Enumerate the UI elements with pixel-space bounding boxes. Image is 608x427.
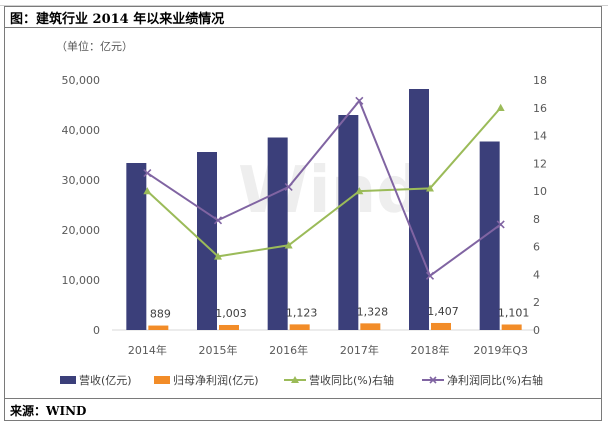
revenue-growth-point	[496, 103, 505, 111]
bar-profit-data-label: 1,407	[427, 305, 459, 318]
y-right-tick-label: 4	[533, 268, 540, 281]
y-left-tick-label: 0	[93, 324, 100, 337]
profit-growth-point	[425, 271, 435, 280]
bar-profit	[289, 324, 310, 330]
legend-swatch-profit	[154, 376, 170, 384]
legend-label-revenue: 营收(亿元)	[79, 374, 132, 387]
title-divider	[5, 27, 601, 28]
bar-profit-data-label: 1,328	[357, 305, 389, 318]
watermark-text: Wind	[238, 154, 422, 228]
profit-growth-point	[143, 168, 152, 178]
y-left-tick-label: 50,000	[62, 74, 101, 87]
profit-growth-point	[213, 216, 223, 225]
revenue-growth-point	[214, 252, 222, 260]
revenue-growth-point	[426, 184, 434, 192]
revenue-growth-point	[143, 187, 152, 195]
y-right-tick-label: 0	[533, 324, 540, 337]
y-right-tick-label: 12	[533, 157, 547, 170]
bar-profit	[431, 322, 451, 330]
bar-profit-data-label: 1,003	[215, 307, 247, 320]
x-tick-label: 2015年	[199, 343, 238, 357]
y-right-tick-label: 6	[533, 241, 540, 254]
y-left-tick-label: 10,000	[62, 274, 101, 287]
profit-growth-point	[284, 182, 293, 192]
x-tick-label: 2017年	[340, 343, 379, 357]
legend-item-profit: 归母净利润(亿元)	[154, 372, 259, 388]
bar-profit-data-label: 889	[150, 308, 171, 321]
legend-item-revenue: 营收(亿元)	[60, 372, 132, 388]
y-right-tick-label: 18	[533, 74, 547, 87]
bar-profit-data-label: 1,101	[498, 306, 530, 319]
y-right-tick-label: 2	[533, 296, 540, 309]
unit-label: （单位：亿元）	[56, 40, 133, 53]
y-left-tick-label: 30,000	[62, 174, 101, 187]
bar-profit	[148, 325, 169, 330]
x-tick-label: 2019年Q3	[473, 343, 528, 357]
legend-item-revenue-growth: 营收同比(%)右轴	[284, 372, 394, 388]
profit-growth-line	[146, 98, 502, 278]
revenue-growth-point	[355, 187, 364, 195]
bar-revenue	[409, 89, 429, 330]
bar-profit	[360, 323, 381, 330]
legend-label-revenue-growth: 营收同比(%)右轴	[309, 374, 395, 387]
y-right-tick-label: 14	[533, 130, 547, 143]
figure-frame	[4, 6, 602, 421]
source-divider	[5, 398, 601, 399]
profit-growth-point	[496, 220, 505, 229]
x-tick-label: 2014年	[128, 343, 167, 357]
profit-growth-point	[355, 96, 364, 105]
legend-item-profit-growth: 净利润同比(%)右轴	[422, 372, 543, 388]
legend-label-profit-growth: 净利润同比(%)右轴	[447, 374, 544, 387]
bar-profit	[501, 324, 522, 330]
y-left-tick-label: 40,000	[62, 124, 101, 137]
legend-line-revenue-growth	[284, 374, 306, 386]
bar-revenue	[197, 152, 217, 330]
bar-revenue	[126, 163, 147, 330]
x-tick-label: 2018年	[411, 343, 450, 357]
revenue-growth-line	[146, 107, 502, 258]
revenue-growth-point	[284, 241, 293, 249]
legend: 营收(亿元) 归母净利润(亿元) 营收同比(%)右轴 净利润同比(%)右轴	[60, 372, 600, 388]
legend-swatch-revenue	[60, 376, 76, 384]
bar-revenue	[267, 137, 288, 330]
bar-profit	[219, 324, 239, 330]
y-right-tick-label: 10	[533, 185, 547, 198]
top-strip	[0, 0, 608, 6]
bar-revenue	[479, 141, 500, 330]
source-note: 来源：WIND	[10, 404, 87, 418]
figure-title: 图：建筑行业 2014 年以来业绩情况	[10, 12, 225, 27]
legend-label-profit: 归母净利润(亿元)	[173, 374, 259, 387]
y-right-tick-label: 8	[533, 213, 540, 226]
bar-revenue	[338, 115, 359, 330]
bar-profit-data-label: 1,123	[286, 306, 318, 319]
legend-line-profit-growth	[422, 374, 444, 386]
x-tick-label: 2016年	[269, 343, 308, 357]
y-left-tick-label: 20,000	[62, 224, 101, 237]
y-right-tick-label: 16	[533, 102, 547, 115]
